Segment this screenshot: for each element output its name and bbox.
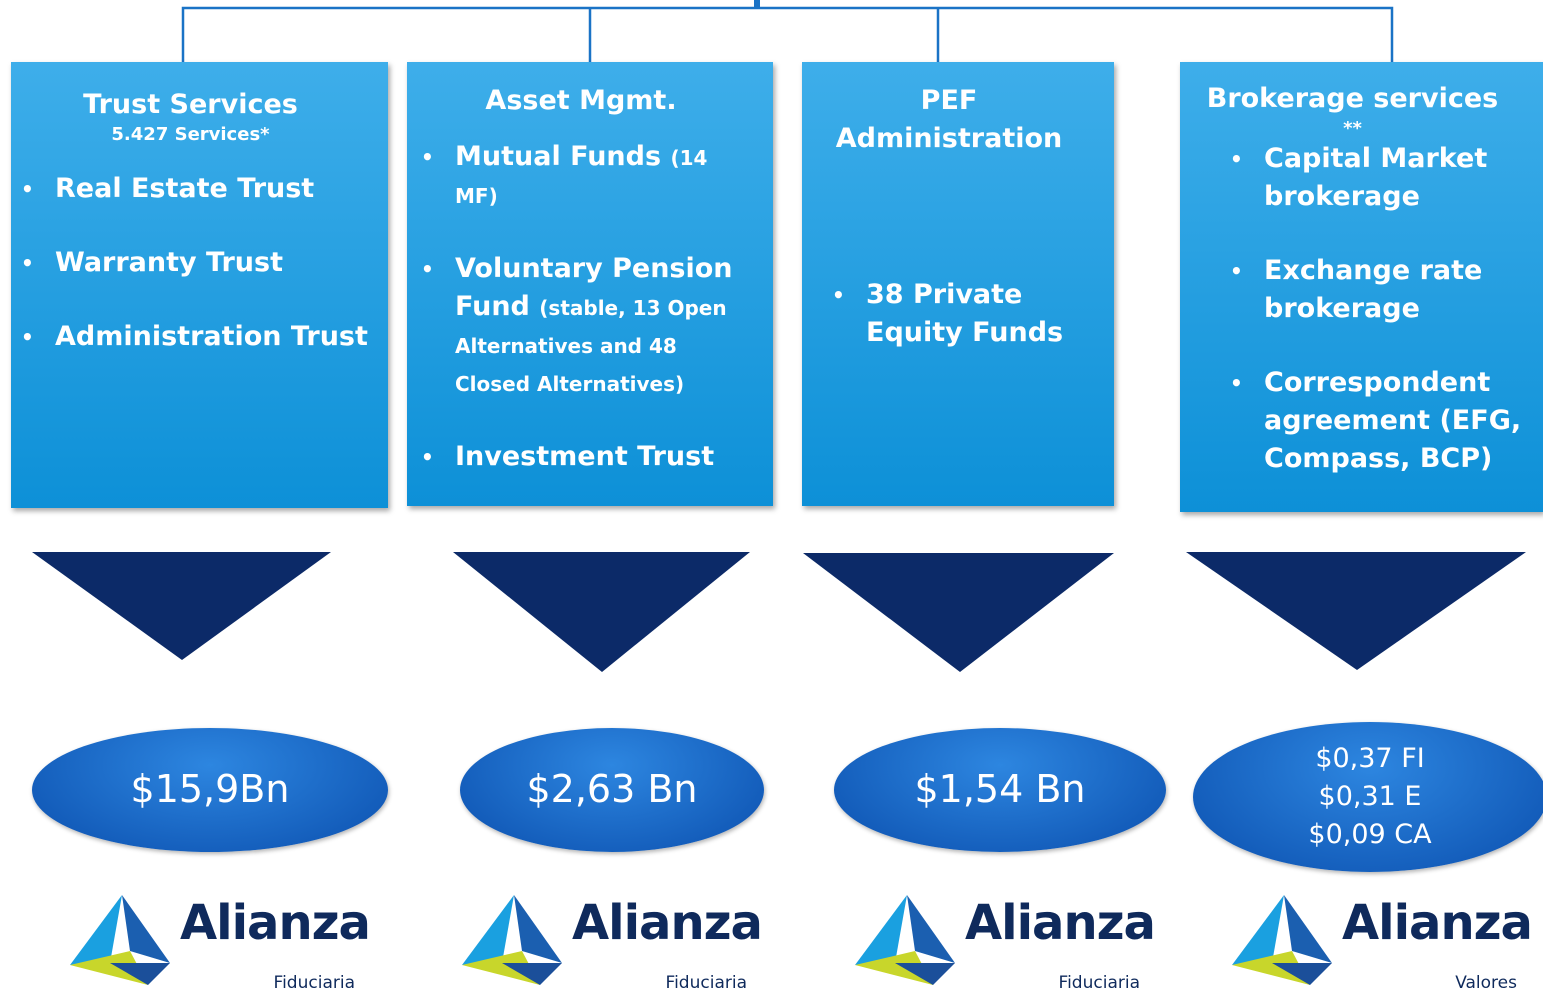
logo-icon (855, 895, 955, 985)
bullet-text: Warranty Trust (55, 247, 283, 278)
logo-division: Valores (1455, 973, 1517, 993)
bullet-list: 38 Private Equity Funds (802, 276, 1096, 352)
logo-name: Alianza (572, 895, 763, 951)
logo: Alianza Fiduciaria (462, 893, 763, 993)
value-oval: $2,63 Bn (460, 728, 764, 852)
value-text: $0,37 FI (1315, 743, 1425, 775)
logo-name: Alianza (180, 895, 371, 951)
bullet-text: Real Estate Trust (55, 173, 315, 204)
bullet: Exchange rate brokerage (1230, 252, 1525, 328)
connector-line (181, 6, 1394, 62)
bullet-note: (stable, 13 Open Alternatives and 48 Clo… (455, 296, 727, 396)
logo-shape (1232, 895, 1284, 965)
value-oval: $1,54 Bn (834, 728, 1166, 852)
arrow (1186, 552, 1526, 670)
logo-icon (70, 895, 170, 985)
logo-shape (855, 895, 907, 965)
bullet-text: Mutual Funds (455, 141, 662, 172)
logo-icon (1232, 895, 1332, 985)
bullet: Correspondent agreement (EFG, Compass, B… (1230, 364, 1525, 478)
bullet: Mutual Funds (14 MF) (421, 138, 755, 214)
bullet-note: (14 MF) (455, 146, 708, 208)
logo: Alianza Fiduciaria (855, 893, 1156, 993)
bullet-text: Voluntary Pension Fund (455, 253, 733, 322)
bullet: Administration Trust (21, 318, 370, 356)
logo-shape (1284, 895, 1332, 963)
bullet-text: 38 Private Equity Funds (866, 279, 1064, 348)
value-text: $1,54 Bn (914, 767, 1086, 812)
logo: Alianza Fiduciaria (70, 893, 371, 993)
bullet-list: Mutual Funds (14 MF) Voluntary Pension Fu… (407, 138, 755, 476)
value-text: $15,9Bn (130, 767, 290, 812)
logo-shape (514, 895, 562, 963)
bullet-text: Exchange rate brokerage (1264, 255, 1483, 324)
bullet: Warranty Trust (21, 244, 370, 282)
logo-shape (502, 963, 562, 985)
bullet-text: Administration Trust (55, 321, 368, 352)
logo-shape (110, 963, 170, 985)
logo-icon (462, 895, 562, 985)
logo-name: Alianza (1342, 895, 1533, 951)
logo-division: Fiduciaria (665, 973, 747, 993)
arrow (32, 552, 331, 660)
value-text: $0,31 E (1318, 781, 1422, 813)
logo-shape (1232, 951, 1310, 985)
bullet: Real Estate Trust (21, 170, 370, 208)
box-subtitle: 5.427 Services* (111, 124, 270, 145)
logo-shape (462, 951, 540, 985)
logo-shape (855, 951, 933, 985)
arrow (453, 552, 750, 672)
bullet-text: Correspondent agreement (EFG, Compass, B… (1264, 367, 1522, 474)
logo: Alianza Valores (1232, 893, 1533, 993)
logo-shape (70, 895, 122, 965)
logo-shape (1272, 963, 1332, 985)
bullet-list: Capital Market brokerage Exchange rate br… (1180, 140, 1525, 478)
box-title: Brokerage services (1206, 83, 1499, 114)
value-oval: $15,9Bn (32, 728, 388, 852)
logo-division: Fiduciaria (273, 973, 355, 993)
box-subtitle: ** (1343, 118, 1362, 139)
bullet-list: Real Estate Trust Warranty Trust Administr… (11, 170, 370, 356)
logo-shape (70, 951, 148, 985)
value-text: $0,09 CA (1308, 818, 1432, 850)
arrow (803, 553, 1114, 672)
logo-shape (122, 895, 170, 963)
box-title: PEF Administration (835, 85, 1063, 154)
value-oval: $0,37 FI $0,31 E $0,09 CA (1193, 722, 1543, 872)
bullet: Investment Trust (421, 438, 755, 476)
logo-shape (907, 895, 955, 963)
bullet: Voluntary Pension Fund (stable, 13 Open … (421, 250, 755, 402)
logo-name: Alianza (965, 895, 1156, 951)
service-box: Trust Services 5.427 Services* Real Estate… (11, 62, 388, 508)
service-box: PEF Administration 38 Private Equity Fund… (802, 62, 1114, 506)
bullet-text: Capital Market brokerage (1264, 143, 1488, 212)
box-title: Asset Mgmt. (485, 85, 677, 116)
logo-shape (895, 963, 955, 985)
logo-division: Fiduciaria (1058, 973, 1140, 993)
service-box: Asset Mgmt. Mutual Funds (14 MF) Voluntary… (407, 62, 773, 506)
bullet-text: Investment Trust (455, 441, 715, 472)
box-title: Trust Services (83, 89, 298, 120)
bullet: 38 Private Equity Funds (832, 276, 1096, 352)
bullet: Capital Market brokerage (1230, 140, 1525, 216)
service-box: Brokerage services**Capital Market broke… (1180, 62, 1543, 512)
value-text: $2,63 Bn (526, 767, 698, 812)
logo-shape (462, 895, 514, 965)
